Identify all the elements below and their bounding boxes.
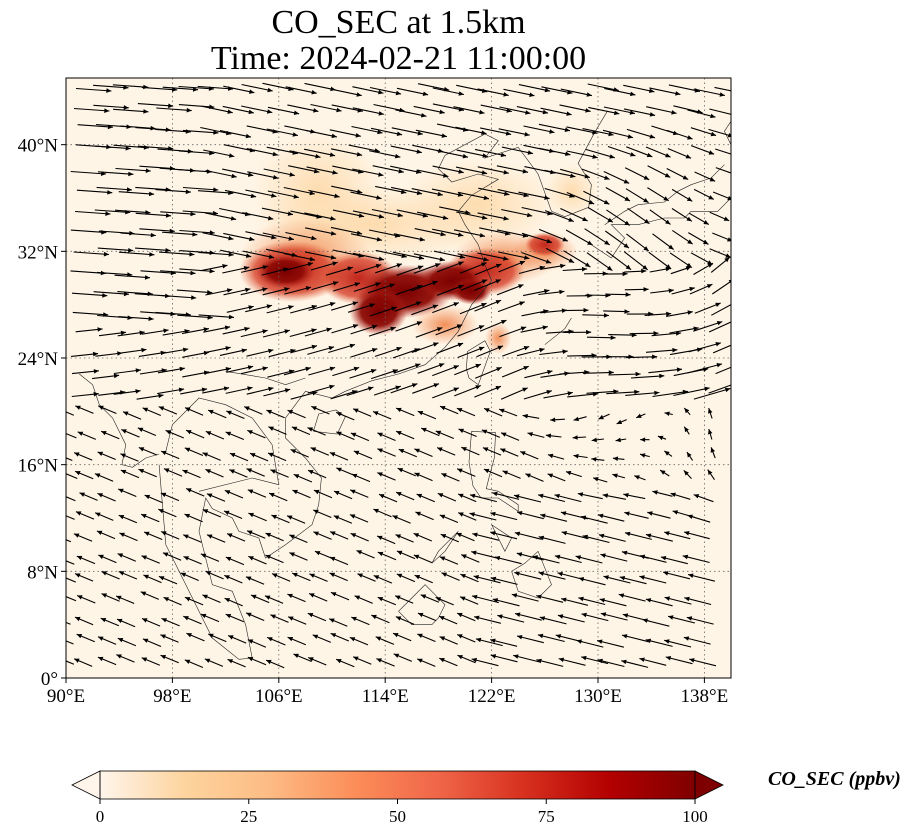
lat-tick-label: 40°N [18,136,59,157]
colorbar-extend-max [694,770,724,800]
axis-ticks: 90°E 98°E 106°E 114°E 122°E 130°E 138°E 0° 8°N 16… [18,136,729,707]
colorbar: 0 25 50 75 100 [71,770,724,826]
lon-tick-label: 114°E [362,686,409,707]
colorbar-tick-label: 75 [538,807,555,826]
colorbar-tick-label: 100 [682,807,708,826]
coastlines [79,111,731,660]
lon-tick-label: 130°E [574,686,622,707]
wind-vectors [66,82,731,669]
gridlines [66,78,731,678]
colorbar-tick-label: 25 [240,807,257,826]
lon-tick-label: 90°E [47,686,85,707]
lon-tick-label: 106°E [255,686,303,707]
lat-tick-label: 32°N [18,242,59,263]
colorbar-extend-min [71,770,101,800]
colorbar-label: CO_SEC (ppbv) [768,768,901,790]
lat-tick-label: 8°N [27,562,58,583]
lat-tick-label: 16°N [18,456,59,477]
colorbar-body [100,771,695,799]
map-title-line2: Time: 2024-02-21 11:00:00 [210,40,587,77]
colorbar-tick-label: 50 [389,807,406,826]
lon-tick-label: 98°E [153,686,191,707]
map-title-line1: CO_SEC at 1.5km [271,4,526,41]
lat-tick-label: 24°N [18,349,59,370]
lon-tick-label: 138°E [681,686,729,707]
colorbar-tick-label: 0 [96,807,105,826]
map-frame [65,77,732,679]
lat-tick-label: 0° [41,669,58,690]
lon-tick-label: 122°E [468,686,516,707]
map-background [66,78,731,678]
